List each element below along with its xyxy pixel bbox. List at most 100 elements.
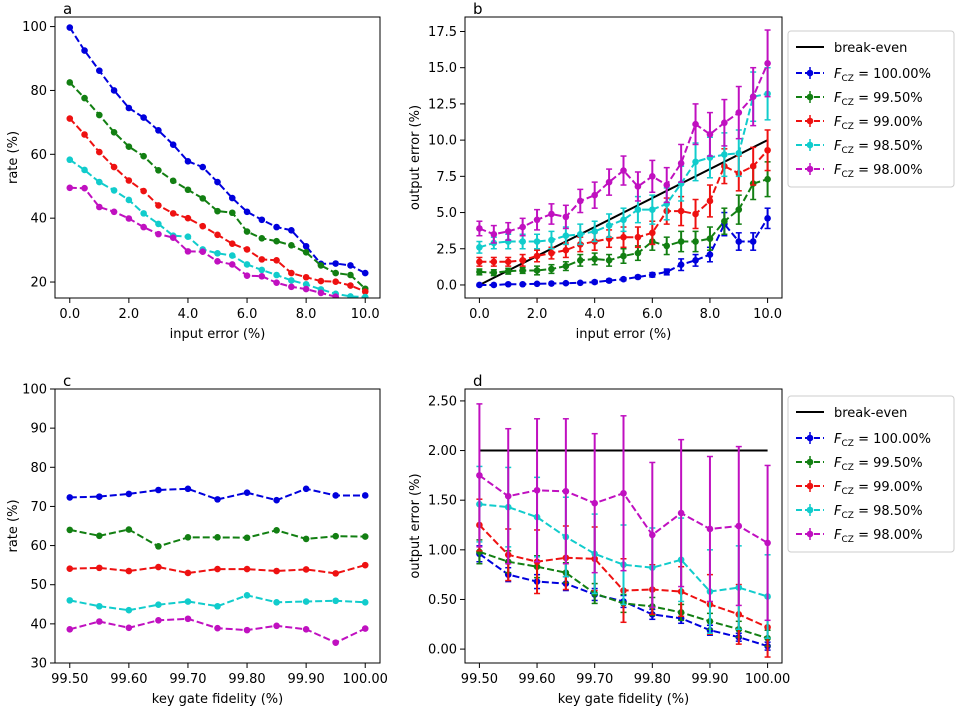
y-axis-label: rate (%) <box>6 499 21 552</box>
data-point <box>81 166 88 174</box>
legend-entry-label: FCZ = 98.50% <box>834 139 923 156</box>
legend-fcz-value: = 99.50% <box>854 91 923 106</box>
data-point <box>125 567 133 575</box>
data-point <box>288 269 295 277</box>
data-point <box>605 257 613 264</box>
y-tick-label: 0.50 <box>428 593 457 608</box>
data-point <box>81 94 88 102</box>
data-point <box>764 215 771 222</box>
legend-fcz-subscript: CZ <box>841 535 853 545</box>
data-point <box>347 271 354 279</box>
data-point <box>125 104 133 112</box>
x-tick-label: 2.0 <box>527 307 548 322</box>
legend-entry-label: FCZ = 100.00% <box>834 432 931 449</box>
y-tick-label: 90 <box>30 422 47 437</box>
data-point <box>361 269 369 277</box>
legend-fcz-symbol: F <box>834 528 842 543</box>
data-point <box>66 526 74 534</box>
data-point <box>273 257 280 264</box>
legend-entry-label: FCZ = 99.50% <box>834 456 923 473</box>
data-point <box>548 265 555 273</box>
data-point <box>66 79 74 86</box>
y-tick-label: 50 <box>30 578 47 593</box>
data-point <box>273 496 280 504</box>
data-point <box>214 178 221 186</box>
data-point <box>288 242 295 249</box>
data-point <box>184 233 192 240</box>
data-point <box>214 207 221 215</box>
data-point <box>562 246 570 254</box>
x-tick-label: 2.0 <box>119 307 140 322</box>
panel-a: a 0.0 2.0 4.0 6.0 8.0 10.0 20 40 60 80 100 input err… <box>6 0 381 342</box>
x-tick-label: 6.0 <box>642 307 663 322</box>
legend-fcz-symbol: F <box>834 139 842 154</box>
data-point <box>735 238 743 245</box>
data-point <box>663 181 671 189</box>
x-tick-label: 99.60 <box>518 672 555 687</box>
data-point <box>347 293 354 298</box>
data-point <box>649 531 656 539</box>
data-point <box>288 227 295 234</box>
data-point <box>591 499 598 507</box>
legend-fcz-subscript: CZ <box>841 74 853 84</box>
data-point <box>548 249 555 257</box>
data-point <box>96 618 103 625</box>
y-axis-label: rate (%) <box>6 131 21 184</box>
data-point <box>155 127 162 134</box>
data-point <box>302 242 310 250</box>
data-point <box>706 251 714 258</box>
data-point <box>332 260 339 267</box>
data-point <box>199 248 207 255</box>
data-point <box>332 269 339 277</box>
data-point <box>706 131 714 138</box>
legend-swatch-marker <box>806 69 814 77</box>
data-point <box>273 223 280 231</box>
legend-fcz-symbol: F <box>834 504 842 519</box>
data-point <box>332 570 339 577</box>
data-point <box>169 210 177 217</box>
data-point <box>692 238 699 245</box>
data-point <box>692 257 699 264</box>
data-point <box>504 492 512 500</box>
data-point <box>214 534 221 541</box>
data-point <box>140 114 147 121</box>
series-2 <box>66 526 369 550</box>
series-3 <box>66 561 369 577</box>
plot-area <box>476 29 771 289</box>
data-point <box>125 526 133 533</box>
y-tick-label: 100 <box>22 383 47 398</box>
data-point <box>361 492 369 499</box>
legend-entry-label: FCZ = 98.00% <box>834 163 923 180</box>
data-point <box>96 203 103 211</box>
data-point <box>155 601 162 608</box>
series-line <box>479 149 769 263</box>
y-tick-label: 2.50 <box>428 394 457 409</box>
data-point <box>302 535 310 543</box>
data-point <box>519 238 526 245</box>
data-point <box>634 206 642 213</box>
data-point <box>476 268 483 276</box>
legend-fcz-symbol: F <box>834 115 842 130</box>
x-tick-label: 100.00 <box>745 672 791 687</box>
data-point <box>735 206 743 213</box>
legend-fcz-symbol: F <box>834 163 842 178</box>
series-3 <box>66 115 369 295</box>
data-point <box>361 293 369 298</box>
data-point <box>184 485 192 493</box>
data-point <box>620 233 627 241</box>
data-point <box>591 255 598 263</box>
data-point <box>361 625 369 632</box>
data-point <box>155 202 162 209</box>
series-5 <box>66 615 369 646</box>
data-point <box>302 566 310 573</box>
legend-fcz-subscript: CZ <box>841 487 853 497</box>
series-3 <box>476 129 771 267</box>
data-point <box>562 487 570 495</box>
x-axis-label: input error (%) <box>170 327 266 342</box>
x-tick-label: 99.80 <box>634 672 671 687</box>
x-tick-label: 99.70 <box>169 672 206 687</box>
x-tick-label: 6.0 <box>237 307 258 322</box>
x-tick-label: 99.70 <box>576 672 613 687</box>
data-point <box>228 194 236 202</box>
